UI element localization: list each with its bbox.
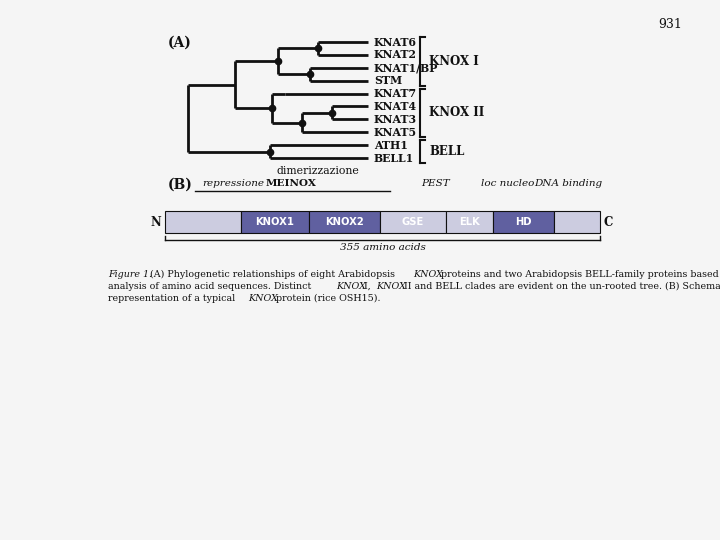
Text: KNAT3: KNAT3	[374, 114, 417, 125]
Text: KNOX II: KNOX II	[429, 106, 485, 119]
Text: PEST: PEST	[420, 179, 449, 188]
Text: ATH1: ATH1	[374, 140, 408, 151]
Text: N: N	[150, 215, 161, 228]
Text: KNOX: KNOX	[336, 282, 366, 291]
Bar	[380, 211, 446, 233]
Text: proteins and two Arabidopsis BELL-family proteins based on: proteins and two Arabidopsis BELL-family…	[438, 270, 720, 279]
Text: protein (rice OSH15).: protein (rice OSH15).	[273, 294, 380, 303]
Text: KNAT7: KNAT7	[374, 88, 417, 99]
Text: Figure 1.: Figure 1.	[108, 270, 152, 279]
Text: KNOX: KNOX	[248, 294, 278, 303]
Text: MEINOX: MEINOX	[266, 179, 317, 188]
Text: dimerizzazione: dimerizzazione	[276, 166, 359, 176]
Text: 355 amino acids: 355 amino acids	[340, 243, 426, 252]
Bar	[165, 211, 241, 233]
Text: KNAT2: KNAT2	[374, 49, 417, 60]
Text: DNA binding: DNA binding	[534, 179, 602, 188]
Text: C: C	[604, 215, 613, 228]
Text: KNOX1: KNOX1	[256, 217, 294, 227]
Text: I,: I,	[361, 282, 374, 291]
Bar	[446, 211, 493, 233]
Text: KNAT4: KNAT4	[374, 101, 417, 112]
Text: KNOX2: KNOX2	[325, 217, 364, 227]
Text: repressione: repressione	[202, 179, 264, 188]
Text: KNAT5: KNAT5	[374, 127, 417, 138]
Text: KNOX I: KNOX I	[429, 55, 479, 68]
Text: STM: STM	[374, 75, 402, 86]
Bar	[309, 211, 380, 233]
Text: (A) Phylogenetic relationships of eight Arabidopsis: (A) Phylogenetic relationships of eight …	[150, 270, 398, 279]
Text: (B): (B)	[168, 178, 193, 192]
Text: KNAT6: KNAT6	[374, 37, 417, 48]
Text: KNAT1/BP: KNAT1/BP	[374, 62, 438, 73]
Text: ELK: ELK	[459, 217, 480, 227]
Text: (A): (A)	[168, 36, 192, 50]
Text: BELL1: BELL1	[374, 152, 414, 164]
Text: KNOX: KNOX	[413, 270, 443, 279]
Text: KNOX: KNOX	[376, 282, 406, 291]
Text: HD: HD	[516, 217, 532, 227]
Text: GSE: GSE	[402, 217, 424, 227]
Text: analysis of amino acid sequences. Distinct: analysis of amino acid sequences. Distin…	[108, 282, 314, 291]
Text: II and BELL clades are evident on the un-rooted tree. (B) Schematic: II and BELL clades are evident on the un…	[401, 282, 720, 291]
Text: loc nucleo: loc nucleo	[481, 179, 535, 188]
Text: BELL: BELL	[429, 145, 464, 158]
Bar	[493, 211, 554, 233]
Text: 931: 931	[658, 17, 682, 30]
Bar	[241, 211, 309, 233]
Text: representation of a typical: representation of a typical	[108, 294, 238, 303]
Bar	[554, 211, 600, 233]
